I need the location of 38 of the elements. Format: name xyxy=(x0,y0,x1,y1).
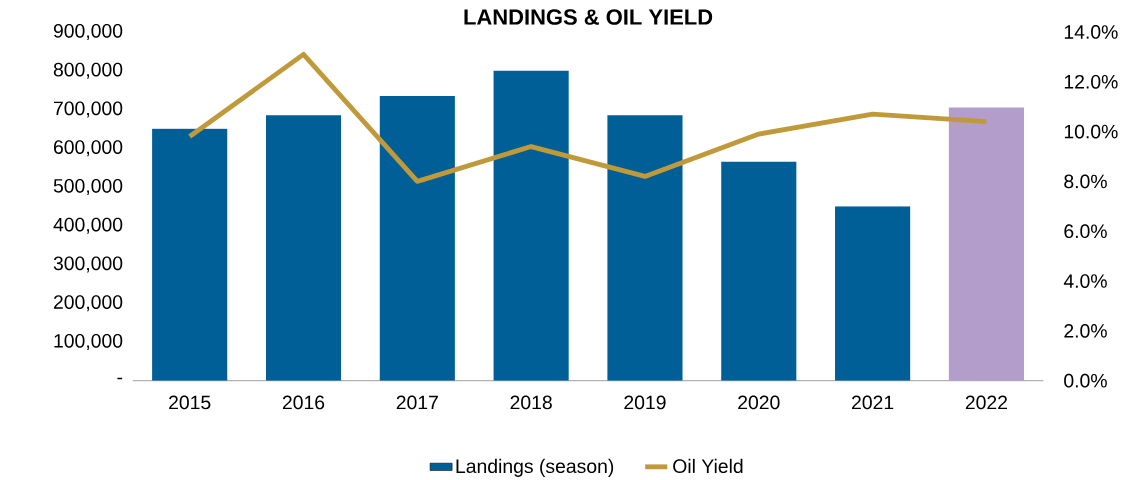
x-tick-label: 2016 xyxy=(282,395,325,410)
bar xyxy=(835,206,911,381)
y2-tick-label: 4.0% xyxy=(1063,274,1107,289)
bar xyxy=(379,96,455,381)
legend-label: Oil Yield xyxy=(673,459,743,474)
y2-tick-label: 12.0% xyxy=(1064,75,1118,89)
bar xyxy=(265,115,342,381)
y-tick-label: 900,000 xyxy=(53,24,123,41)
bar xyxy=(493,70,569,381)
y2-tick-label: 10.0% xyxy=(1064,124,1118,139)
bar xyxy=(721,162,797,381)
y2-tick-label: 8.0% xyxy=(1064,174,1107,189)
y-tick-label: 700,000 xyxy=(53,101,123,118)
y2-tick-label: 0.0% xyxy=(1064,374,1107,388)
y2-tick-label: 14.0% xyxy=(1064,25,1118,40)
y-tick-label: - xyxy=(117,378,123,380)
y2-tick-label: 2.0% xyxy=(1064,324,1107,338)
y-tick-label: 500,000 xyxy=(53,179,123,196)
bar xyxy=(948,107,1024,381)
x-tick-label: 2018 xyxy=(510,395,552,410)
y-tick-label: 200,000 xyxy=(53,295,123,312)
y-tick-label: 600,000 xyxy=(53,140,123,157)
line-series xyxy=(187,52,989,185)
y-tick-label: 400,000 xyxy=(53,217,123,234)
y2-tick-label: 6.0% xyxy=(1064,224,1107,239)
chart-title: LANDINGS & OIL YIELD xyxy=(464,9,713,26)
legend-label: Landings (season) xyxy=(456,459,614,478)
y-tick-label: 800,000 xyxy=(53,62,123,79)
x-tick-label: 2019 xyxy=(624,395,666,410)
x-tick-label: 2021 xyxy=(852,395,894,410)
y-tick-label: 100,000 xyxy=(54,334,123,351)
bar xyxy=(152,129,228,381)
bar xyxy=(607,115,683,381)
x-tick-label: 2020 xyxy=(738,395,780,410)
x-tick-label: 2017 xyxy=(396,395,438,410)
x-tick-label: 2022 xyxy=(965,395,1007,410)
x-tick-label: 2015 xyxy=(169,395,211,410)
y-tick-label: 300,000 xyxy=(53,256,123,273)
